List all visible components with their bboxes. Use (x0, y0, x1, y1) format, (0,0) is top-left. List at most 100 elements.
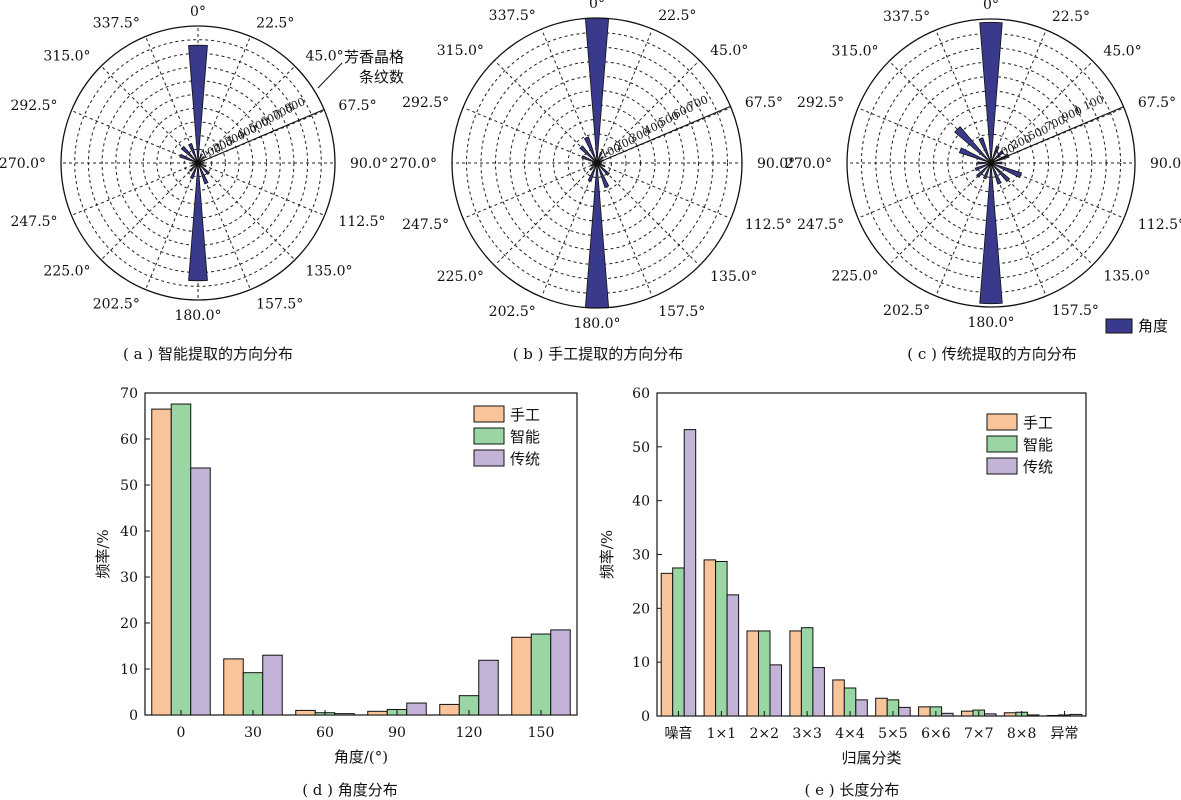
rose-sector (197, 162, 207, 168)
rose-grid-spoke (145, 36, 199, 164)
y-tick-label: 60 (632, 386, 650, 402)
x-tick-label: 1×1 (707, 726, 737, 742)
rose-sector (590, 162, 598, 167)
rose-sector (579, 145, 598, 164)
rose-direction-label: 225.0° (831, 268, 878, 284)
y-tick-label: 40 (632, 494, 650, 510)
rose-direction-label: 225.0° (43, 263, 90, 279)
bar-traditional (406, 702, 427, 716)
rose-chart-a: 1002003004005006007008000°22.5°45.0°67.5… (0, 4, 404, 324)
rose-direction-label: 247.5° (797, 217, 844, 233)
bar-smart (242, 672, 264, 716)
plot-frame (144, 392, 578, 716)
caption-a: ( a ) 智能提取的方向分布 (123, 345, 293, 363)
bar-traditional (262, 654, 283, 716)
rose-sector (990, 162, 1023, 179)
rose-sector (589, 162, 598, 171)
legend-swatch (986, 413, 1018, 431)
rose-direction-label: 270.0° (390, 156, 437, 172)
rose-sector (192, 162, 199, 164)
rose-grid-spoke (197, 110, 325, 164)
y-tick-label: 0 (641, 709, 650, 725)
rose-chart-b: 1002003004005006007000°22.5°45.0°67.5°90… (390, 0, 795, 332)
rose-direction-label: 315.0° (831, 44, 878, 60)
bar-traditional (855, 699, 868, 717)
bar-manual (918, 706, 931, 717)
y-tick-label: 20 (632, 601, 650, 617)
rose-direction-label: 67.5° (338, 98, 376, 114)
rose-sector (188, 162, 208, 282)
legend-label: 传统 (510, 450, 540, 468)
rose-sector (179, 153, 199, 164)
bar-traditional (941, 712, 954, 717)
rose-sector (977, 161, 992, 165)
rose-grid-spoke (596, 162, 732, 219)
rose-sector (982, 162, 992, 180)
rose-direction-label: 45.0° (710, 43, 748, 59)
rose-outer-ring (60, 25, 336, 301)
bar-traditional (898, 706, 911, 717)
rose-sector (596, 162, 603, 164)
rose-direction-label: 247.5° (402, 217, 449, 233)
legend-swatch-angle (1105, 318, 1133, 334)
rose-radial-axis (197, 108, 325, 164)
rose-sector (189, 162, 199, 180)
x-axis-label: 归属分类 (841, 749, 901, 767)
bar-smart (672, 567, 685, 717)
caption-b: ( b ) 手工提取的方向分布 (513, 345, 684, 363)
rose-direction-label: 180.0° (174, 308, 221, 324)
rose-direction-label: 0° (190, 4, 206, 20)
rose-grid-ring (567, 133, 627, 193)
x-tick-label: 噪音 (664, 725, 692, 742)
rose-sector (978, 137, 992, 164)
bar-manual (1003, 712, 1017, 717)
caption-e: ( e ) 长度分布 (805, 781, 900, 799)
rose-direction-label: 292.5° (10, 98, 57, 114)
legend-label-angle: 角度 (1138, 317, 1168, 335)
rose-grid-spoke (857, 162, 992, 219)
y-axis-label: 频率/% (598, 530, 616, 579)
rose-grid-spoke (990, 162, 1047, 297)
x-tick-label: 8×8 (1007, 726, 1037, 742)
bar-manual (151, 408, 172, 716)
rose-sector (197, 162, 204, 164)
bar-manual (875, 697, 888, 717)
x-tick-label: 150 (528, 725, 555, 741)
rose-direction-label: 67.5° (1138, 95, 1176, 111)
x-tick-label: 2×2 (749, 726, 779, 742)
x-tick-label: 6×6 (921, 726, 951, 742)
bar-chart-d: 0 10 20 30 40 50 60 70 0 30 60 90 120 150 角度/(°) 频率/% 手工… (94, 386, 578, 766)
bar-smart (530, 633, 552, 716)
rose-direction-label: 337.5° (93, 16, 140, 32)
rose-sector (596, 162, 610, 176)
rose-direction-label: 292.5° (402, 95, 449, 111)
legend-label: 传统 (1023, 458, 1053, 476)
legend-label: 智能 (510, 428, 540, 446)
y-tick-label: 50 (120, 478, 138, 494)
bar-manual (439, 703, 460, 716)
x-tick-label: 4×4 (835, 726, 865, 742)
x-tick-label: 异常 (1051, 726, 1079, 742)
bar-manual (367, 710, 388, 716)
bar-traditional (984, 713, 997, 717)
rose-grid-ring (961, 133, 1021, 193)
rose-grid-spoke (145, 162, 199, 290)
rose-direction-label: 157.5° (658, 304, 705, 320)
rose-direction-label: 22.5° (1052, 9, 1090, 25)
rose-sector (583, 136, 598, 164)
rose-sector (976, 162, 992, 178)
rose-direction-label: 135.0° (1103, 268, 1150, 284)
x-tick-label: 0 (177, 725, 186, 741)
y-tick-label: 50 (632, 440, 650, 456)
y-axis-label: 频率/% (94, 529, 112, 578)
bar-manual (660, 572, 674, 717)
rose-sector (189, 162, 199, 172)
rose-sector (979, 162, 1003, 305)
bar-manual (703, 559, 717, 717)
rose-direction-label: 180.0° (967, 315, 1014, 331)
rose-direction-label: 22.5° (256, 16, 294, 32)
x-tick-label: 3×3 (792, 726, 822, 742)
rose-grid-spoke (197, 162, 325, 216)
rose-sector (188, 44, 208, 164)
